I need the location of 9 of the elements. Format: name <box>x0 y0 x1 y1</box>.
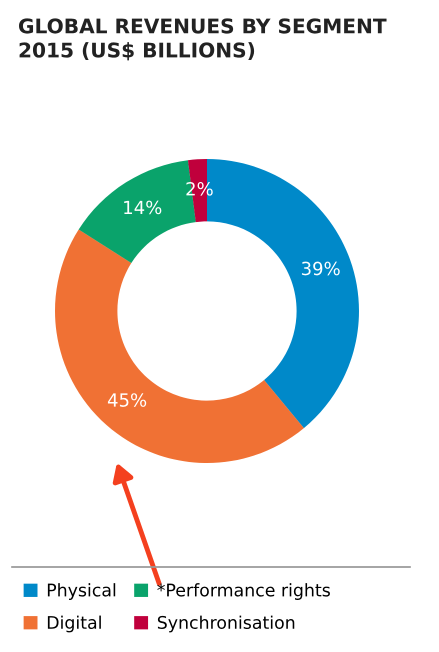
legend-label: *Performance rights <box>157 583 330 600</box>
data-label: 45% <box>108 393 146 407</box>
chart-title: GLOBAL REVENUES BY SEGMENT 2015 (US$ BILLIONS) <box>19 18 387 60</box>
legend-label: Synchronisation <box>158 616 294 632</box>
legend-label: Physical <box>48 583 116 600</box>
legend-label: Digital <box>48 616 101 632</box>
data-label: 14% <box>124 200 162 214</box>
donut-slice <box>55 230 304 463</box>
data-label: 39% <box>302 262 340 276</box>
